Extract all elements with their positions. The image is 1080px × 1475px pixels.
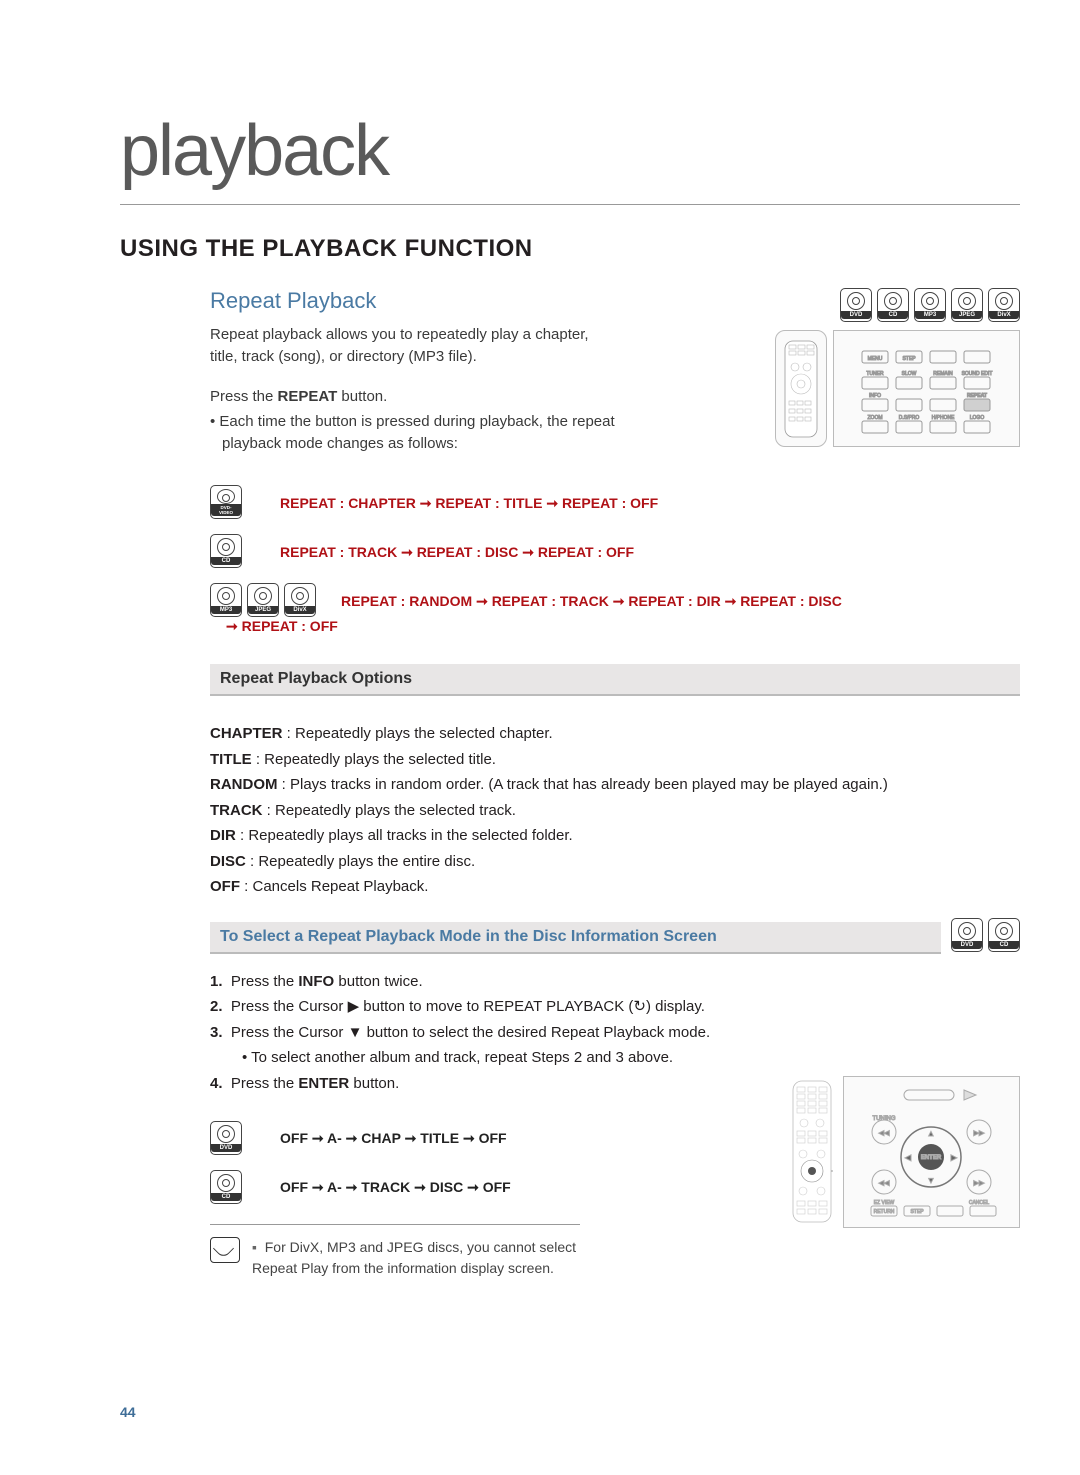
main-title: playback <box>120 110 1020 205</box>
repeat-intro: Repeat playback allows you to repeatedly… <box>210 324 610 368</box>
manual-page: playback USING THE PLAYBACK FUNCTION DVD… <box>0 0 1080 1475</box>
seq-row-mp3: MP3 JPEG DivX REPEAT : RANDOM ➞ REPEAT :… <box>210 583 1020 639</box>
step-1: 1. Press the INFO button twice. <box>210 969 1020 995</box>
opt-dir: DIR : Repeatedly plays all tracks in the… <box>210 823 1020 849</box>
svg-text:◀: ◀ <box>905 1153 912 1162</box>
remote-illustration-small <box>775 330 827 447</box>
section-title: USING THE PLAYBACK FUNCTION <box>120 235 1020 263</box>
cycle-dvd-text: OFF ➞ A- ➞ CHAP ➞ TITLE ➞ OFF <box>280 1130 507 1147</box>
select-mode-header-text: To Select a Repeat Playback Mode in the … <box>220 928 717 946</box>
cycle-row-dvd: DVD OFF ➞ A- ➞ CHAP ➞ TITLE ➞ OFF <box>210 1121 787 1155</box>
repeat-bullet: • Each time the button is pressed during… <box>210 411 642 455</box>
svg-text:▶▶: ▶▶ <box>974 1130 985 1137</box>
opt-chapter: CHAPTER : Repeatedly plays the selected … <box>210 721 1020 747</box>
svg-text:SOUND EDIT: SOUND EDIT <box>961 371 992 377</box>
opt-random: RANDOM : Plays tracks in random order. (… <box>210 772 1020 798</box>
badge-mp3: MP3 <box>914 288 946 322</box>
note-bullet: ▪ <box>252 1239 257 1255</box>
seq-mp3-line1: REPEAT : RANDOM ➞ REPEAT : TRACK ➞ REPEA… <box>341 593 842 609</box>
note-row: ▪ For DivX, MP3 and JPEG discs, you cann… <box>210 1224 580 1279</box>
remote-illustration-small-2 <box>787 1076 837 1226</box>
badge-cd-3: CD <box>210 1170 242 1204</box>
page-number: 44 <box>120 1404 136 1420</box>
repeat-sequences: DVD-VIDEO REPEAT : CHAPTER ➞ REPEAT : TI… <box>210 485 1020 639</box>
badge-jpeg: JPEG <box>951 288 983 322</box>
opt-track: TRACK : Repeatedly plays the selected tr… <box>210 798 1020 824</box>
opt-off: OFF : Cancels Repeat Playback. <box>210 874 1020 900</box>
step-3-sub: • To select another album and track, rep… <box>210 1045 1020 1071</box>
step-2: 2. Press the Cursor ▶ button to move to … <box>210 994 1020 1020</box>
svg-text:REMAIN: REMAIN <box>933 371 953 377</box>
badge-dvd-video: DVD-VIDEO <box>210 485 242 519</box>
step-3: 3. Press the Cursor ▼ button to select t… <box>210 1020 1020 1046</box>
note-text: ▪ For DivX, MP3 and JPEG discs, you cann… <box>252 1237 580 1279</box>
badge-divx-inline: DivX <box>284 583 316 617</box>
badge-mp3-inline: MP3 <box>210 583 242 617</box>
badge-cd: CD <box>877 288 909 322</box>
svg-text:LOGO: LOGO <box>969 415 984 421</box>
badge-divx: DivX <box>988 288 1020 322</box>
svg-text:▶▶: ▶▶ <box>974 1180 985 1187</box>
note-body: For DivX, MP3 and JPEG discs, you cannot… <box>252 1239 576 1276</box>
svg-text:MENU: MENU <box>867 356 882 362</box>
cycle-row-cd: CD OFF ➞ A- ➞ TRACK ➞ DISC ➞ OFF <box>210 1170 787 1204</box>
svg-text:STEP: STEP <box>910 1209 924 1215</box>
svg-text:INFO: INFO <box>869 393 881 399</box>
seq-row-cd: CD REPEAT : TRACK ➞ REPEAT : DISC ➞ REPE… <box>210 534 1020 568</box>
badge-cd-inline: CD <box>210 534 242 568</box>
repeat-playback-section: DVD CD MP3 JPEG DivX <box>210 288 1020 1279</box>
badge-dvd-3: DVD <box>210 1121 242 1155</box>
svg-text:▲: ▲ <box>927 1129 935 1138</box>
opt-title: TITLE : Repeatedly plays the selected ti… <box>210 747 1020 773</box>
svg-text:EZ VIEW: EZ VIEW <box>874 1200 895 1206</box>
press-suffix: button. <box>337 388 387 405</box>
note-icon <box>210 1237 240 1263</box>
svg-text:◀◀: ◀◀ <box>879 1180 890 1187</box>
remote-zoom-illustration: MENU STEP TUNER SLOW REMAIN SOUND EDIT <box>833 330 1020 447</box>
select-badge-row: DVD CD <box>951 918 1020 952</box>
svg-text:ZOOM: ZOOM <box>867 415 882 421</box>
svg-text:◀◀: ◀◀ <box>879 1130 890 1137</box>
format-badge-row: DVD CD MP3 JPEG DivX <box>840 288 1020 322</box>
cycle-cd-text: OFF ➞ A- ➞ TRACK ➞ DISC ➞ OFF <box>280 1179 511 1196</box>
seq-row-dvd: DVD-VIDEO REPEAT : CHAPTER ➞ REPEAT : TI… <box>210 485 1020 519</box>
repeat-bullet-text: Each time the button is pressed during p… <box>219 413 614 452</box>
svg-text:H/PHONE: H/PHONE <box>931 415 954 421</box>
seq-mp3-text: REPEAT : RANDOM ➞ REPEAT : TRACK ➞ REPEA… <box>341 583 1020 639</box>
svg-text:REPEAT: REPEAT <box>967 393 987 399</box>
seq-mp3-line2: ➞ REPEAT : OFF <box>226 614 338 639</box>
seq-dvd-text: REPEAT : CHAPTER ➞ REPEAT : TITLE ➞ REPE… <box>280 485 1020 516</box>
svg-text:RETURN: RETURN <box>874 1209 895 1215</box>
bottom-remote-group: TUNING ◀◀ ▶▶ ENTER ▲ ▼ ◀ ▶ ◀◀ ▶▶ EZ VIEW… <box>787 1076 1020 1228</box>
svg-text:TUNING: TUNING <box>873 1116 896 1122</box>
badge-jpeg-inline: JPEG <box>247 583 279 617</box>
opt-disc: DISC : Repeatedly plays the entire disc. <box>210 849 1020 875</box>
svg-text:▶: ▶ <box>951 1153 958 1162</box>
top-right-group: DVD CD MP3 JPEG DivX <box>775 288 1020 447</box>
press-bold: REPEAT <box>278 388 338 405</box>
svg-text:TUNER: TUNER <box>866 371 884 377</box>
badge-dvd: DVD <box>840 288 872 322</box>
svg-text:CANCEL: CANCEL <box>969 1200 990 1206</box>
options-header: Repeat Playback Options <box>210 664 1020 696</box>
badge-dvd-2: DVD <box>951 918 983 952</box>
svg-text:SLOW: SLOW <box>901 371 916 377</box>
remote-zoom-illustration-2: TUNING ◀◀ ▶▶ ENTER ▲ ▼ ◀ ▶ ◀◀ ▶▶ EZ VIEW… <box>843 1076 1020 1228</box>
seq-cd-text: REPEAT : TRACK ➞ REPEAT : DISC ➞ REPEAT … <box>280 534 1020 565</box>
svg-text:▼: ▼ <box>927 1176 935 1185</box>
svg-text:D.S/PRO: D.S/PRO <box>898 415 919 421</box>
press-prefix: Press the <box>210 388 278 405</box>
svg-text:STEP: STEP <box>902 356 916 362</box>
svg-text:ENTER: ENTER <box>921 1155 942 1161</box>
options-list: CHAPTER : Repeatedly plays the selected … <box>210 721 1020 900</box>
select-mode-header: To Select a Repeat Playback Mode in the … <box>210 922 941 954</box>
badge-cd-2: CD <box>988 918 1020 952</box>
